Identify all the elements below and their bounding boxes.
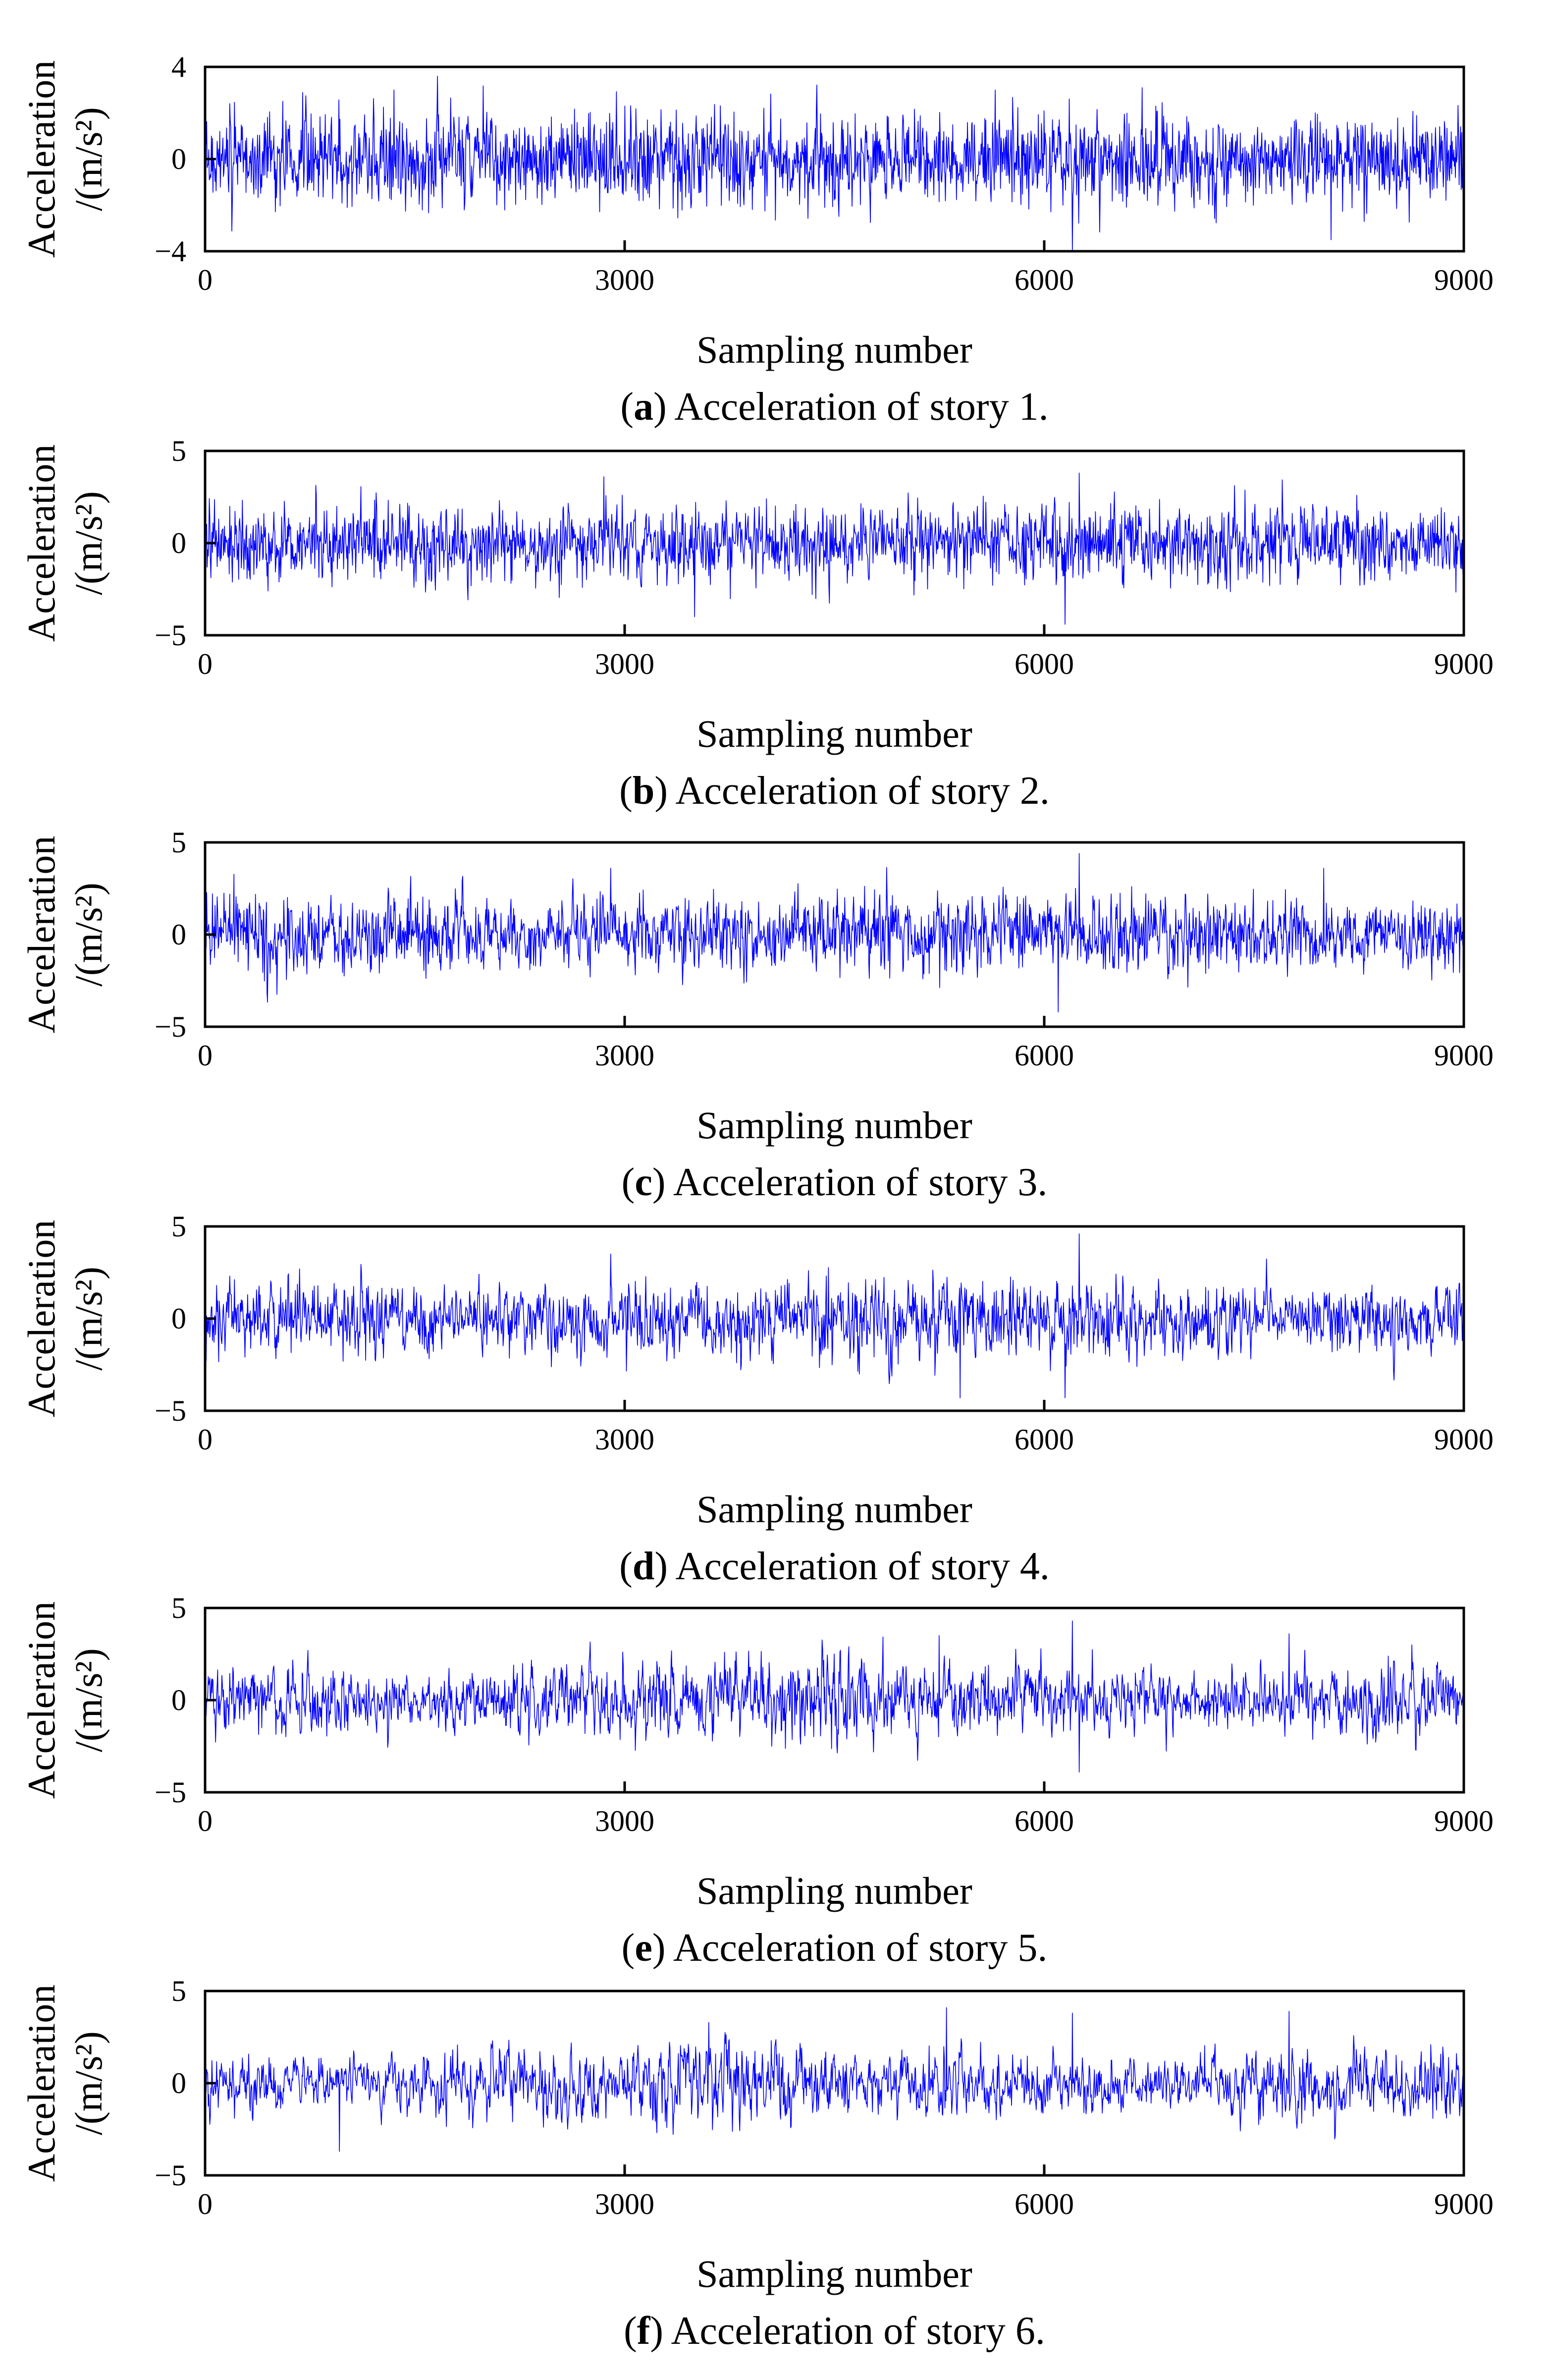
x-tick-label: 3000: [595, 648, 654, 680]
x-axis-label: Sampling number: [696, 1869, 972, 1912]
y-axis-label: Acceleration: [20, 836, 63, 1033]
x-tick-label: 9000: [1434, 2188, 1494, 2220]
x-tick-label: 9000: [1434, 1805, 1494, 1837]
caption-letter: e: [635, 1926, 652, 1970]
y-tick-label: 0: [171, 918, 186, 951]
x-axis-label: Sampling number: [696, 1104, 972, 1147]
y-tick-label: 5: [171, 435, 186, 467]
x-axis-label: Sampling number: [696, 328, 972, 371]
y-tick-label: 0: [171, 143, 186, 175]
series-line-story-5: [205, 1620, 1464, 1772]
chart-panel-a: 0 3000 6000 9000 4 0 −4 Acceleration/(m/s²) Samp…: [20, 51, 1494, 429]
panel-caption: (f) Acceleration of story 6.: [624, 2309, 1045, 2353]
y-tick-label: −5: [155, 2159, 186, 2192]
y-axis-label: Acceleration: [20, 1602, 63, 1799]
x-tick-label: 9000: [1434, 648, 1494, 680]
caption-open-paren: (: [624, 2309, 637, 2353]
y-axis-label: Acceleration: [20, 60, 63, 258]
y-axis-unit-label: /(m/s²): [67, 107, 110, 211]
chart-panel-b: 0 3000 6000 9000 5 0 −5 Acceleration/(m/s²) Samp…: [20, 435, 1494, 813]
x-tick-label: 6000: [1015, 264, 1074, 296]
caption-letter: d: [633, 1545, 655, 1588]
y-tick-label: 0: [171, 2067, 186, 2100]
x-tick-label: 0: [198, 1423, 213, 1456]
x-axis-label: Sampling number: [696, 712, 972, 755]
y-axis-unit-label: /(m/s²): [67, 1648, 110, 1752]
x-tick-label: 6000: [1015, 1423, 1074, 1456]
x-tick-label: 3000: [595, 1805, 654, 1837]
y-axis-unit-label: /(m/s²): [67, 1267, 110, 1371]
x-tick-label: 6000: [1015, 1039, 1074, 1072]
panel-caption: (c) Acceleration of story 3.: [622, 1161, 1048, 1204]
caption-text: ) Acceleration of story 4.: [654, 1545, 1050, 1588]
x-tick-label: 3000: [595, 1039, 654, 1072]
series-line-story-2: [205, 472, 1464, 625]
caption-open-paren: (: [622, 1926, 635, 1970]
chart-panel-e: 0 3000 6000 9000 5 0 −5 Acceleration/(m/s²) Samp…: [20, 1592, 1494, 1970]
y-tick-label: −5: [155, 1010, 186, 1043]
caption-letter: a: [634, 385, 653, 429]
x-tick-label: 9000: [1434, 1423, 1494, 1456]
y-tick-label: 0: [171, 1302, 186, 1335]
y-tick-label: 0: [171, 527, 186, 559]
series-line-story-6: [205, 2007, 1464, 2152]
y-axis-unit-label: /(m/s²): [67, 2031, 110, 2135]
y-axis-label: Acceleration: [20, 1220, 63, 1417]
y-axis-unit-label: /(m/s²): [67, 491, 110, 595]
chart-panel-f: 0 3000 6000 9000 5 0 −5 Acceleration/(m/s²) Samp…: [20, 1975, 1494, 2353]
caption-text: ) Acceleration of story 1.: [653, 385, 1049, 429]
x-tick-label: 9000: [1434, 264, 1494, 296]
panel-caption: (a) Acceleration of story 1.: [620, 385, 1048, 429]
x-tick-label: 6000: [1015, 2188, 1074, 2220]
caption-letter: c: [635, 1161, 652, 1204]
chart-panel-d: 0 3000 6000 9000 5 0 −5 Acceleration/(m/s²) Samp…: [20, 1210, 1494, 1588]
y-tick-label: 5: [171, 1210, 186, 1243]
caption-open-paren: (: [619, 1545, 633, 1588]
caption-open-paren: (: [620, 385, 634, 429]
caption-letter: b: [633, 769, 655, 813]
caption-text: ) Acceleration of story 2.: [654, 769, 1050, 813]
x-axis-label: Sampling number: [696, 1488, 972, 1531]
panel-caption: (b) Acceleration of story 2.: [619, 769, 1050, 813]
y-axis-label: Acceleration: [20, 1985, 63, 2182]
caption-text: ) Acceleration of story 3.: [652, 1161, 1048, 1204]
x-tick-label: 3000: [595, 264, 654, 296]
x-tick-label: 0: [198, 648, 213, 680]
y-axis-unit-label: /(m/s²): [67, 883, 110, 987]
y-axis-label: Acceleration: [20, 444, 63, 642]
y-tick-label: −5: [155, 619, 186, 652]
panels-container: 0 3000 6000 900040−4Acceleration/(m/s²)Samp…: [20, 51, 1494, 2353]
chart-panel-c: 0 3000 6000 9000 5 0 −5 Acceleration/(m/s²) Samp…: [20, 826, 1494, 1204]
x-tick-label: 9000: [1434, 1039, 1494, 1072]
panel-caption: (d) Acceleration of story 4.: [619, 1545, 1050, 1588]
series-line-story-4: [205, 1233, 1464, 1398]
x-tick-label: 0: [198, 2188, 213, 2220]
caption-open-paren: (: [619, 769, 633, 813]
x-tick-label: 0: [198, 1805, 213, 1837]
x-tick-label: 0: [198, 1039, 213, 1072]
y-tick-label: −4: [155, 235, 186, 268]
y-tick-label: 5: [171, 826, 186, 859]
caption-text: ) Acceleration of story 5.: [652, 1926, 1048, 1970]
series-line-story-3: [205, 853, 1464, 1012]
x-tick-label: 0: [198, 264, 213, 296]
y-tick-label: 4: [171, 51, 186, 83]
x-tick-label: 3000: [595, 2188, 654, 2220]
x-tick-label: 6000: [1015, 648, 1074, 680]
y-tick-label: −5: [155, 1776, 186, 1809]
caption-letter: f: [637, 2309, 651, 2353]
y-tick-label: −5: [155, 1394, 186, 1427]
series-line-story-1: [205, 75, 1464, 252]
y-tick-label: 5: [171, 1592, 186, 1624]
panel-caption: (e) Acceleration of story 5.: [622, 1926, 1048, 1970]
caption-open-paren: (: [622, 1161, 635, 1204]
y-tick-label: 5: [171, 1975, 186, 2007]
x-tick-label: 3000: [595, 1423, 654, 1456]
x-tick-label: 6000: [1015, 1805, 1074, 1837]
x-axis-label: Sampling number: [696, 2252, 972, 2295]
y-tick-label: 0: [171, 1684, 186, 1716]
caption-text: ) Acceleration of story 6.: [650, 2309, 1045, 2353]
